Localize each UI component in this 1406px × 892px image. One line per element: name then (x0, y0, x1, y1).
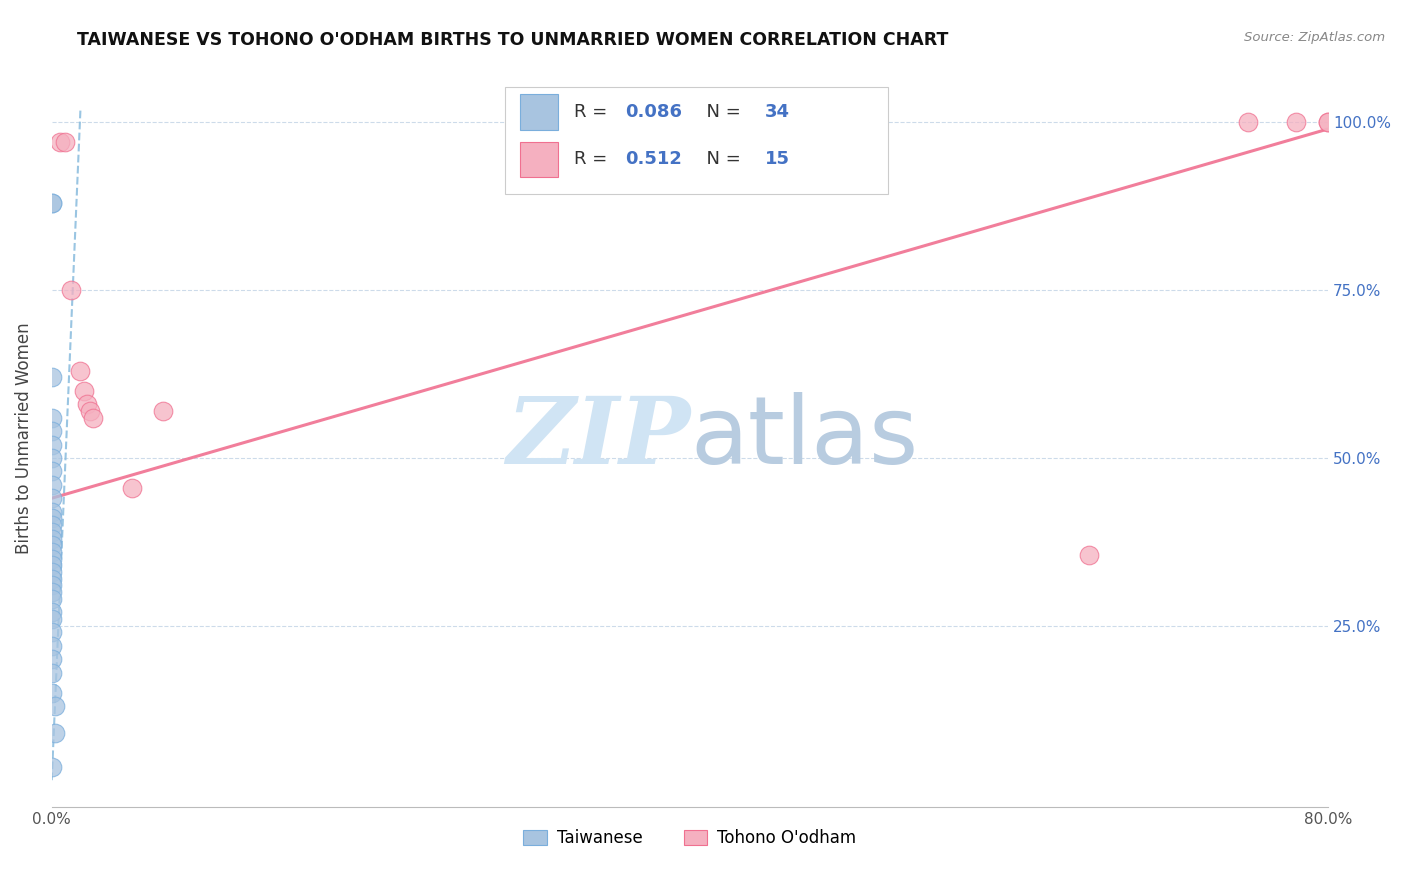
Text: ZIP: ZIP (506, 392, 690, 483)
Point (41, 665, 63, 680)
Text: R =: R = (574, 103, 613, 121)
Point (41, 591, 63, 606)
Text: atlas: atlas (690, 392, 918, 483)
Text: 15: 15 (765, 151, 790, 169)
Point (41, 605, 63, 619)
Point (1237, 115, 1260, 129)
Y-axis label: Births to Unmarried Women: Births to Unmarried Women (15, 322, 32, 554)
Text: TAIWANESE VS TOHONO O'ODHAM BIRTHS TO UNMARRIED WOMEN CORRELATION CHART: TAIWANESE VS TOHONO O'ODHAM BIRTHS TO UN… (77, 31, 949, 49)
Point (41, 518, 63, 533)
Point (41, 639, 63, 653)
Point (41, 505, 63, 519)
Point (44, 699, 66, 714)
Point (1317, 115, 1340, 129)
Point (41, 652, 63, 666)
Point (41, 195, 63, 210)
Text: R =: R = (574, 151, 613, 169)
Point (41, 532, 63, 546)
Point (41, 464, 63, 478)
Point (41, 424, 63, 438)
Point (73, 384, 96, 398)
Text: 0.512: 0.512 (624, 151, 682, 169)
Point (1285, 115, 1308, 129)
Point (152, 404, 174, 418)
Point (53, 136, 76, 150)
Text: N =: N = (695, 103, 747, 121)
Point (41, 511, 63, 525)
Point (1077, 549, 1099, 563)
Point (121, 481, 143, 495)
Point (41, 545, 63, 559)
Point (41, 524, 63, 539)
Point (59, 283, 82, 297)
Point (41, 437, 63, 451)
Point (41, 370, 63, 384)
Point (41, 195, 63, 210)
Point (41, 612, 63, 626)
Point (1317, 115, 1340, 129)
Legend: Taiwanese, Tohono O'odham: Taiwanese, Tohono O'odham (516, 822, 863, 855)
Point (41, 565, 63, 579)
Point (79, 404, 101, 418)
Point (41, 578, 63, 592)
Point (48, 136, 70, 150)
Point (69, 364, 91, 378)
Point (44, 726, 66, 740)
Point (41, 410, 63, 425)
Bar (520, 95, 558, 130)
Point (41, 538, 63, 552)
Point (41, 450, 63, 465)
FancyBboxPatch shape (505, 87, 887, 194)
Point (41, 491, 63, 506)
Point (41, 625, 63, 640)
Point (41, 686, 63, 700)
Point (82, 410, 104, 425)
Point (41, 585, 63, 599)
Text: N =: N = (695, 151, 747, 169)
Point (41, 558, 63, 573)
Point (41, 477, 63, 491)
Point (41, 551, 63, 566)
Text: Source: ZipAtlas.com: Source: ZipAtlas.com (1244, 31, 1385, 45)
Point (41, 760, 63, 774)
Text: 34: 34 (765, 103, 790, 121)
Point (76, 397, 98, 411)
Text: 0.086: 0.086 (624, 103, 682, 121)
Bar (520, 142, 558, 178)
Point (41, 572, 63, 586)
